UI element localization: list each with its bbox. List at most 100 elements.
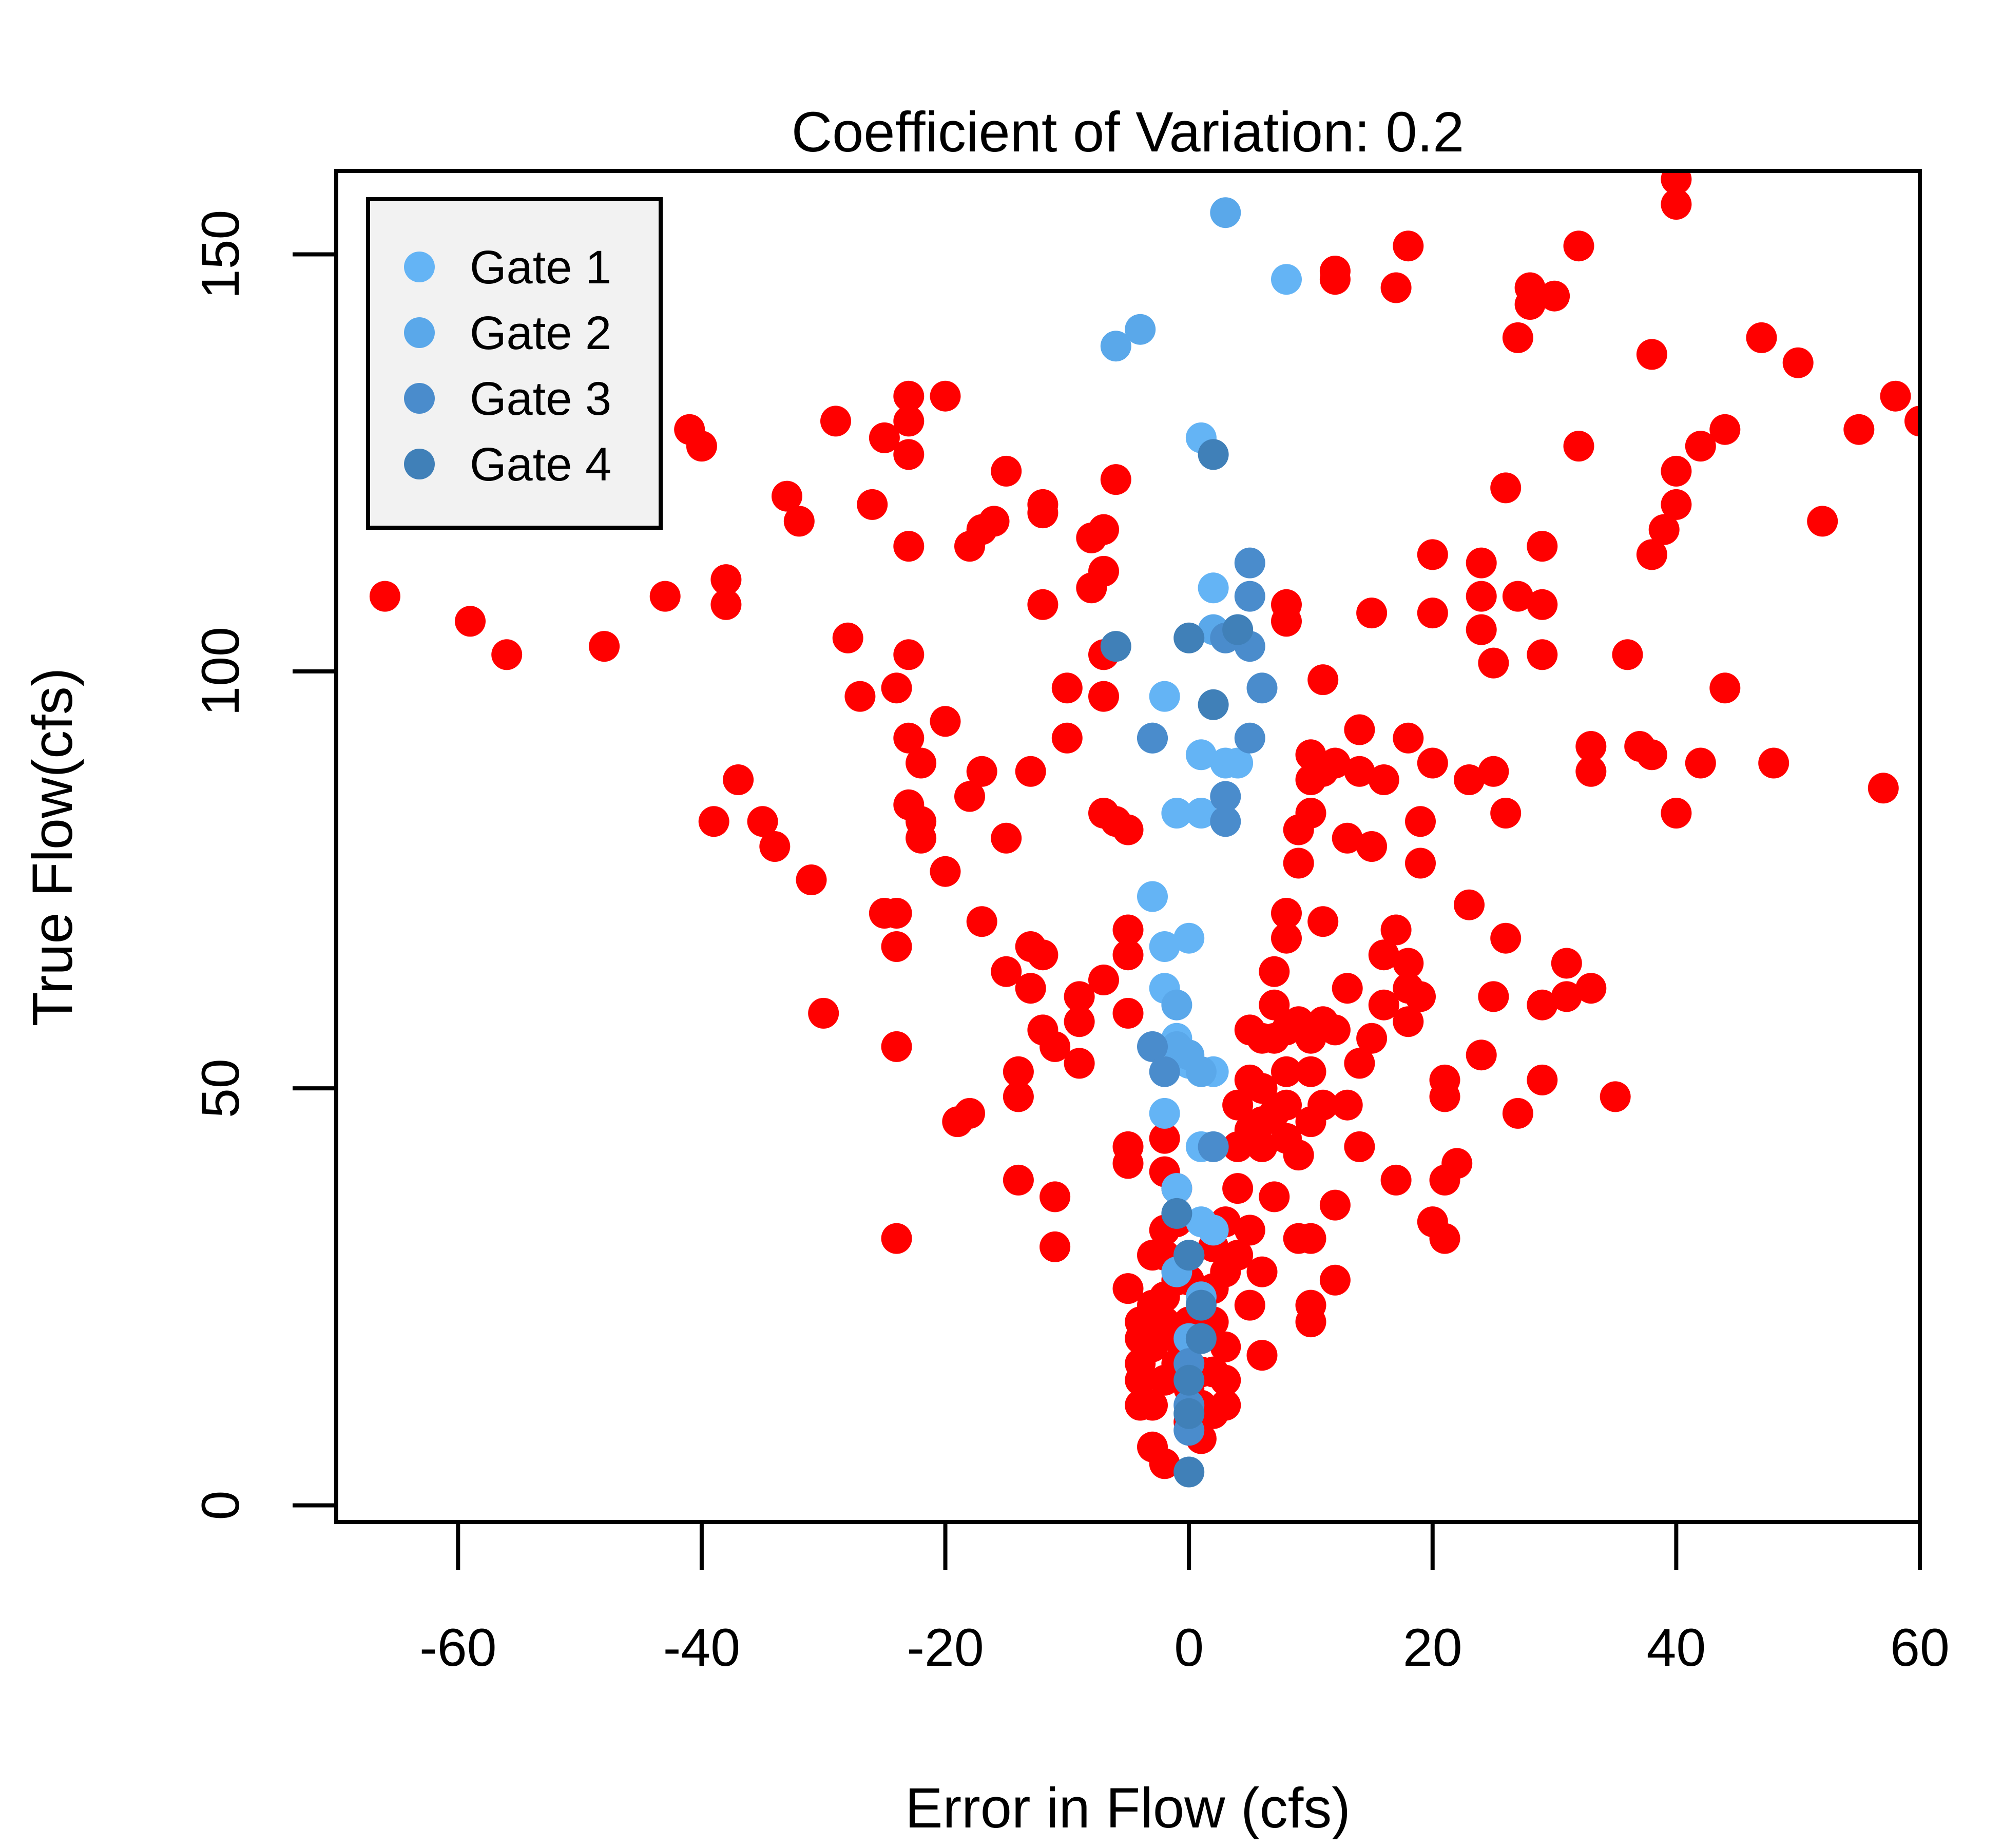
- series-0-point: [1466, 547, 1497, 579]
- series-0-point: [1490, 472, 1522, 504]
- series-0-point: [1295, 1056, 1326, 1087]
- series-0-point: [1527, 639, 1558, 670]
- x-axis: -60 -40 -20 0 20 40 60: [419, 1520, 1950, 1678]
- series-0-point: [1051, 722, 1083, 754]
- series-0-point: [1454, 889, 1485, 920]
- series-0-point: [1490, 922, 1522, 954]
- gate-3-point: [1210, 781, 1241, 812]
- series-0-point: [1527, 531, 1558, 562]
- series-0-point: [1405, 981, 1436, 1012]
- series-0-point: [1246, 1131, 1278, 1162]
- series-0-point: [1344, 714, 1375, 745]
- y-axis-label: True Flow(cfs): [21, 668, 84, 1027]
- series-0-point: [881, 931, 912, 962]
- y-tick-label: 150: [191, 210, 251, 299]
- series-0-point: [1271, 922, 1302, 954]
- series-0-point: [1661, 455, 1692, 487]
- legend-label: Gate 4: [470, 438, 611, 491]
- gate-4-point: [1100, 631, 1131, 662]
- series-0-point: [772, 480, 802, 512]
- gate-1-point: [1271, 264, 1302, 295]
- series-0-point: [1283, 1140, 1314, 1171]
- series-0-point: [1246, 1340, 1278, 1371]
- series-0-point: [1380, 914, 1412, 946]
- series-0-point: [1551, 948, 1582, 979]
- series-0-point: [491, 639, 523, 670]
- x-tick-label: -20: [907, 1618, 984, 1678]
- series-0-point: [1003, 1081, 1034, 1112]
- series-0-point: [686, 431, 717, 462]
- series-0-point: [1563, 230, 1594, 262]
- x-tick-label: 60: [1890, 1618, 1950, 1678]
- y-tick-label: 100: [191, 627, 251, 716]
- series-0-point: [966, 756, 997, 787]
- series-0-point: [1088, 514, 1119, 545]
- series-0-point: [1393, 722, 1424, 754]
- series-0-point: [906, 822, 937, 854]
- series-0-point: [1125, 1364, 1156, 1396]
- gate-2-point: [1161, 1031, 1192, 1062]
- gate-1-point: [1149, 1098, 1180, 1129]
- series-0-point: [1575, 973, 1607, 1004]
- series-0-point: [1295, 798, 1326, 829]
- gate-1-point: [1198, 572, 1229, 604]
- series-0-point: [1405, 806, 1436, 837]
- gate-3-point: [1234, 722, 1265, 754]
- series-0-point: [710, 564, 742, 595]
- series-0-point: [1368, 939, 1399, 971]
- series-0-point: [1356, 831, 1388, 862]
- series-0-point: [1027, 497, 1058, 529]
- series-0-point: [1490, 798, 1522, 829]
- series-0-point: [832, 622, 863, 653]
- series-0-point: [1246, 1073, 1278, 1104]
- legend: Gate 1 Gate 2 Gate 3 Gate 4: [366, 197, 663, 530]
- gate-1-point: [1185, 739, 1217, 771]
- series-0-point: [1575, 731, 1607, 762]
- series-0-point: [1478, 647, 1509, 679]
- series-0-point: [1332, 822, 1363, 854]
- series-0-point: [1807, 506, 1838, 537]
- series-0-point: [1307, 906, 1339, 937]
- series-0-point: [1514, 289, 1546, 320]
- gate-3-point: [1234, 581, 1265, 612]
- series-0-point: [1064, 981, 1095, 1012]
- series-0-point: [1210, 1364, 1241, 1396]
- series-0-point: [1344, 1048, 1375, 1079]
- series-0-point: [1319, 747, 1351, 779]
- series-0-point: [954, 781, 985, 812]
- series-0-point: [1112, 939, 1144, 971]
- series-0-point: [1636, 339, 1667, 370]
- series-0-point: [893, 439, 925, 470]
- series-0-point: [930, 706, 961, 737]
- x-tick-label: 20: [1403, 1618, 1462, 1678]
- series-0-point: [1283, 848, 1314, 879]
- series-0-point: [893, 531, 925, 562]
- chart-title: Coefficient of Variation: 0.2: [792, 101, 1465, 164]
- gate-2-point: [1161, 989, 1192, 1021]
- series-0-point: [1100, 464, 1131, 495]
- series-0-point: [1478, 981, 1509, 1012]
- gate-1-point: [1173, 922, 1205, 954]
- y-axis: 0 50 100 150: [191, 210, 338, 1520]
- series-0-point: [698, 806, 729, 837]
- gate-4-point: [1173, 1240, 1205, 1271]
- legend-marker: [404, 252, 435, 282]
- series-0-point: [1112, 914, 1144, 946]
- series-0-point: [1319, 1264, 1351, 1296]
- series-0-point: [1271, 1056, 1302, 1087]
- series-0-point: [1661, 798, 1692, 829]
- series-0-point: [1027, 589, 1058, 620]
- series-0-point: [1661, 489, 1692, 520]
- series-0-point: [1417, 539, 1448, 570]
- series-0-point: [1393, 230, 1424, 262]
- series-0-point: [1429, 1081, 1460, 1112]
- series-0-point: [978, 506, 1010, 537]
- series-0-point: [893, 639, 925, 670]
- series-0-point: [820, 406, 851, 437]
- gate-4-point: [1185, 1289, 1217, 1321]
- series-0-point: [1319, 264, 1351, 295]
- series-0-point: [1210, 1390, 1241, 1421]
- series-0-point: [1234, 1289, 1265, 1321]
- series-0-point: [1429, 1223, 1460, 1254]
